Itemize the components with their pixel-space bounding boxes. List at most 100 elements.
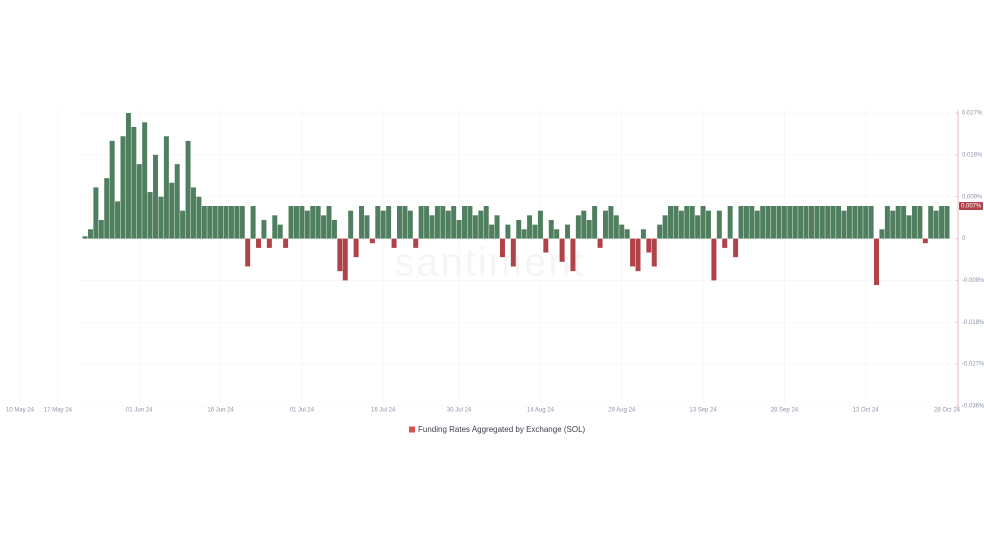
- bar: [570, 238, 576, 272]
- y-tick-label: 0: [962, 236, 966, 242]
- bar: [846, 206, 852, 239]
- bar: [201, 206, 207, 239]
- bar: [109, 140, 115, 239]
- bar: [527, 215, 533, 239]
- bar: [754, 210, 760, 239]
- bar: [185, 140, 191, 239]
- bar: [879, 229, 885, 239]
- bar: [142, 122, 148, 239]
- bar: [537, 210, 543, 239]
- bar: [147, 192, 153, 239]
- bar: [331, 219, 337, 239]
- bar: [153, 154, 159, 239]
- bar: [115, 201, 121, 239]
- y-tick-label: 0.018%: [962, 152, 983, 158]
- bar: [592, 206, 598, 239]
- bar: [646, 238, 652, 253]
- bar: [830, 206, 836, 239]
- bar: [689, 206, 695, 239]
- bar: [516, 219, 522, 239]
- bar: [684, 206, 690, 239]
- bar: [668, 206, 674, 239]
- bar: [250, 206, 256, 239]
- bar: [369, 238, 375, 244]
- x-tick-label: 10 May 24: [6, 408, 35, 414]
- current-value-label: 0.007%: [961, 204, 982, 210]
- bar: [418, 206, 424, 239]
- bar: [277, 224, 283, 239]
- bar: [548, 219, 554, 239]
- bar: [353, 238, 359, 258]
- bar: [505, 224, 511, 239]
- bar: [212, 206, 218, 239]
- bar: [868, 206, 874, 239]
- bar: [602, 210, 608, 239]
- y-tick-label: -0.009%: [962, 278, 984, 284]
- bar: [348, 210, 354, 239]
- y-tick-label: 0.009%: [962, 194, 983, 200]
- x-tick-label: 29 Aug 24: [608, 408, 636, 414]
- bar: [651, 238, 657, 267]
- bar: [575, 215, 581, 239]
- bar: [424, 206, 430, 239]
- bar: [700, 206, 706, 239]
- bar: [510, 238, 516, 267]
- bar: [863, 206, 869, 239]
- bar: [922, 238, 928, 244]
- bar: [429, 215, 435, 239]
- bar: [543, 238, 549, 253]
- bar: [678, 210, 684, 239]
- bar: [478, 210, 484, 239]
- bar: [407, 210, 413, 239]
- bar: [521, 229, 527, 239]
- bar: [662, 215, 668, 239]
- bar: [911, 206, 917, 239]
- bar: [93, 187, 99, 239]
- bar: [624, 229, 630, 239]
- bar: [288, 206, 294, 239]
- bar: [125, 113, 131, 239]
- bar: [792, 206, 798, 239]
- bar: [359, 206, 365, 239]
- bar: [716, 210, 722, 239]
- bar: [293, 206, 299, 239]
- x-tick-label: 01 Jun 24: [126, 408, 153, 414]
- bar: [874, 238, 880, 286]
- bar: [808, 206, 814, 239]
- bar: [434, 206, 440, 239]
- bar: [326, 206, 332, 239]
- bar: [765, 206, 771, 239]
- bar: [364, 215, 370, 239]
- bar: [315, 206, 321, 239]
- x-tick-label: 30 Jul 24: [447, 408, 472, 414]
- y-tick-label: -0.036%: [962, 404, 984, 410]
- x-tick-label: 14 Aug 24: [527, 408, 555, 414]
- bar: [391, 238, 397, 248]
- bar: [304, 210, 310, 239]
- bar: [180, 210, 186, 239]
- x-tick-label: 28 Oct 24: [934, 408, 961, 414]
- bar: [630, 238, 636, 267]
- bar: [657, 224, 663, 239]
- bar: [581, 210, 587, 239]
- bar: [640, 229, 646, 239]
- bar: [944, 206, 950, 239]
- bar: [933, 210, 939, 239]
- bar: [462, 206, 468, 239]
- bar: [586, 219, 592, 239]
- bar: [939, 206, 945, 239]
- bar: [917, 206, 923, 239]
- bar: [413, 238, 419, 248]
- bar: [489, 224, 495, 239]
- bar: [218, 206, 224, 239]
- bar: [190, 187, 196, 239]
- bar: [396, 206, 402, 239]
- bar: [163, 136, 169, 239]
- bar: [386, 206, 392, 239]
- bar: [743, 206, 749, 239]
- bar: [727, 206, 733, 239]
- bar: [852, 206, 858, 239]
- bar: [928, 206, 934, 239]
